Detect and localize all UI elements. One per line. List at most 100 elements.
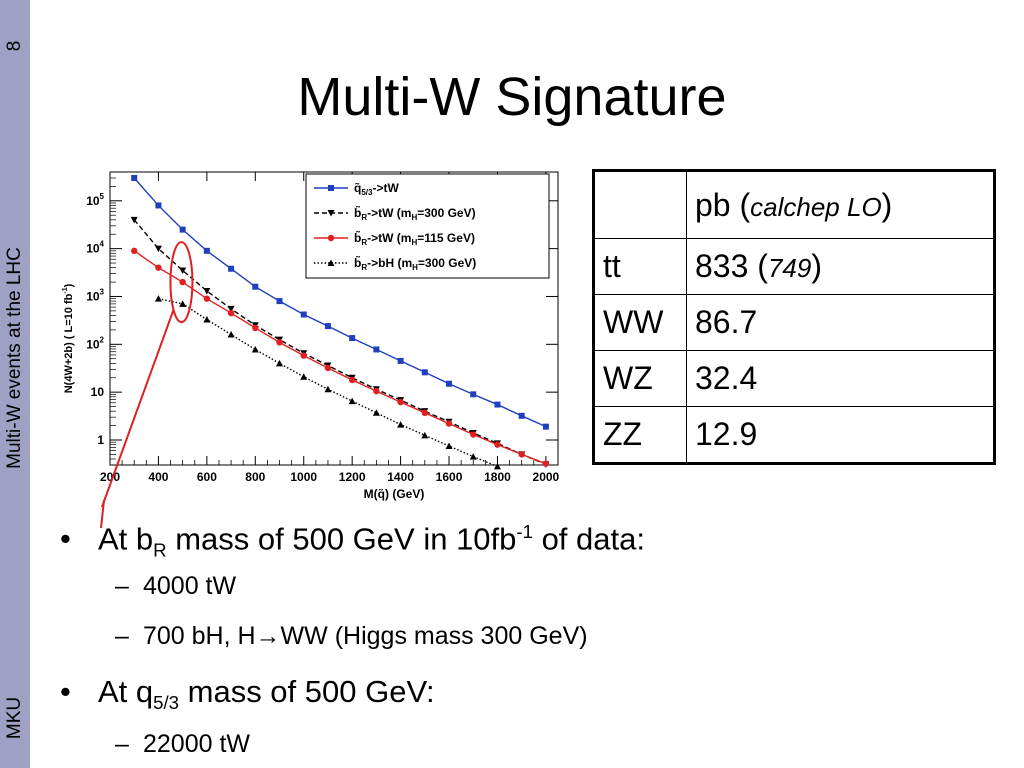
table-row: WZ 32.4 [593, 350, 995, 407]
y-tick-label: 102 [86, 335, 104, 351]
bullet-text: At b [98, 521, 154, 557]
data-point [372, 409, 380, 416]
data-point [518, 412, 525, 419]
data-point [203, 316, 211, 323]
table-row: WW 86.7 [593, 294, 995, 351]
data-point [203, 295, 211, 302]
y-tick-label: 104 [86, 240, 104, 256]
row-label: WW [593, 294, 687, 351]
value-italic: 749 [767, 253, 812, 283]
sub-bullet-item: –4000 tW [115, 570, 236, 602]
data-point [327, 234, 335, 242]
row-value: 12.9 [686, 406, 995, 464]
dash-glyph: – [115, 622, 129, 650]
bullet-subscript: 5/3 [153, 692, 180, 714]
dash-glyph: – [115, 730, 129, 758]
row-label: ZZ [593, 406, 687, 464]
legend-label: b̃R->tW (mH=115 GeV) [354, 230, 475, 247]
data-point [327, 210, 335, 217]
data-point [227, 309, 235, 317]
data-point [179, 278, 186, 286]
value-close: ) [811, 248, 822, 284]
x-tick-label: 600 [197, 470, 217, 484]
y-tick-label: 105 [86, 192, 104, 208]
header-note: calchep LO [750, 191, 882, 222]
sub-bullet-text: 700 bH, H→WW (Higgs mass 300 GeV) [143, 622, 588, 650]
author-label: MKU [4, 696, 25, 740]
series-line [133, 177, 547, 428]
data-point [348, 397, 356, 405]
data-point [179, 300, 187, 307]
data-point [542, 460, 550, 467]
data-point [276, 339, 283, 346]
data-point [227, 331, 235, 338]
data-point [493, 462, 501, 470]
y-tick-label: 10 [91, 385, 105, 399]
chart-legend: q̃5/3->tW b̃R->tW (mH=300 GeV) b̃R->tW (mH… [305, 173, 550, 279]
pointer-line [101, 309, 175, 507]
data-point [470, 431, 477, 438]
legend-box [305, 173, 550, 279]
data-point [203, 247, 210, 254]
sub-bullet-text: 22000 tW [143, 730, 251, 758]
highlight-ellipse [169, 241, 194, 324]
sub-bullet-item: –22000 tW [115, 728, 250, 760]
deck-title: Multi-W events at the LHC [4, 247, 25, 469]
row-value: 833 (749) [686, 238, 995, 295]
y-tick-label: 1 [97, 433, 104, 447]
data-point [324, 323, 331, 330]
data-point [446, 380, 453, 387]
dash-glyph: – [115, 572, 129, 600]
x-tick-label: 1600 [436, 470, 463, 484]
data-point [494, 441, 501, 448]
bullet-subscript: R [153, 539, 167, 561]
table-header-cell [593, 170, 687, 239]
bullet-glyph: • [60, 521, 71, 557]
data-point [421, 369, 428, 376]
data-point [542, 423, 549, 430]
chart-annotation [101, 241, 194, 507]
x-tick-label: 2000 [533, 470, 560, 484]
header-unit: pb ( [695, 186, 751, 223]
table-header-row: pb (calchep LO) [593, 170, 995, 239]
data-point [397, 398, 404, 406]
x-tick-label: 1400 [387, 470, 414, 484]
series-circle [131, 247, 550, 467]
x-tick-label: 800 [245, 470, 265, 484]
x-tick-label: 400 [148, 470, 168, 484]
row-label: tt [593, 238, 687, 295]
data-point [300, 352, 307, 359]
bullet-item: • At q5/3 mass of 500 GeV: [60, 672, 435, 723]
sub-bullet-item: –700 bH, H→WW (Higgs mass 300 GeV) [115, 620, 588, 652]
data-point [155, 264, 162, 271]
data-point [349, 335, 356, 342]
x-tick-label: 200 [100, 470, 120, 484]
bullet-item: • At bR mass of 500 GeV in 10fb-1 of data… [60, 512, 645, 571]
data-point [154, 245, 162, 253]
chart-axes: 200 400 600 800 1000 1200 1400 1600 1800 2000 1 10 1… [62, 171, 560, 501]
data-point [203, 288, 211, 295]
series-triangle-up [154, 295, 501, 470]
table-row: ZZ 12.9 [593, 406, 995, 464]
bullet-text: of data: [532, 521, 645, 557]
data-point [324, 385, 332, 393]
data-point [131, 174, 138, 181]
table-header-cell: pb (calchep LO) [686, 170, 995, 239]
row-label: WZ [593, 350, 687, 407]
data-point [373, 346, 380, 353]
legend-label: q̃5/3->tW [354, 181, 399, 197]
table-row: tt 833 (749) [593, 238, 995, 295]
chart-series-group [130, 174, 550, 470]
series-line [133, 219, 547, 465]
data-point [469, 453, 477, 460]
series-square [131, 174, 549, 430]
y-axis-label: N(4W+2b) ( L=10 fb-1) [62, 283, 75, 393]
data-point [227, 305, 235, 313]
data-point [154, 295, 162, 302]
data-point [373, 387, 380, 395]
bullet-text: mass of 500 GeV: [179, 674, 435, 709]
slide-number: 8 [4, 40, 25, 52]
data-point [228, 265, 235, 272]
bullet-superscript: -1 [516, 521, 533, 542]
data-point [328, 185, 334, 191]
